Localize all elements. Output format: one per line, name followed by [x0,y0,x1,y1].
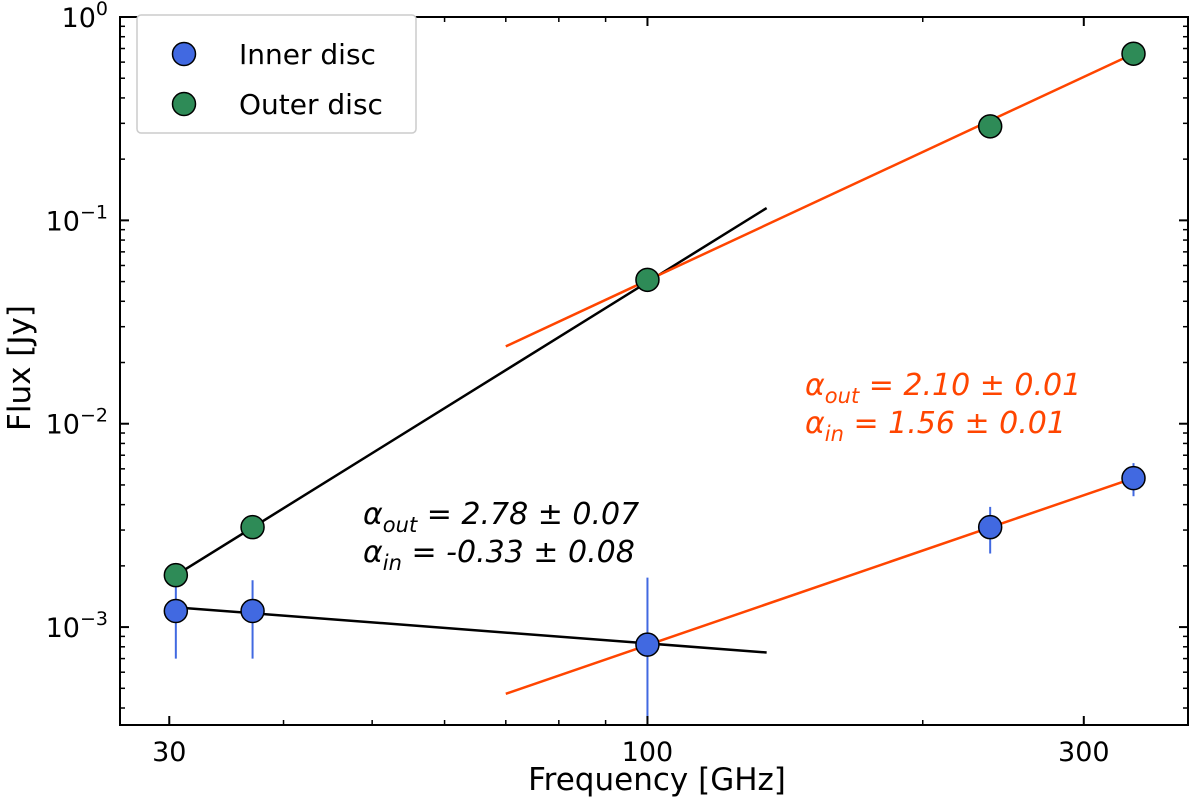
legend-label-inner-disc: Inner disc [239,38,376,71]
legend-box [136,14,417,134]
axis-ticks: 30 100 300 10−3 10−2 10−1 100 [46,0,1188,768]
outer-low-fit-line [175,206,768,577]
y-tick-label: 10−3 [46,608,108,644]
black-alpha-out-annotation: αout = 2.78 ± 0.07 [363,497,639,537]
inner-high-fit-line [505,476,1134,695]
inner-disc-point [240,598,265,624]
inner-disc-point [1121,465,1146,491]
black-alpha-in-annotation: αin = -0.33 ± 0.08 [363,535,635,575]
outer-disc-point [1121,41,1146,66]
outer-disc-point [977,114,1003,139]
inner-low-fit-line [175,606,767,654]
outer-disc-point [163,562,189,588]
x-tick-label: 100 [622,737,674,768]
inner-disc-point [635,632,660,657]
legend-marker-outer-disc [171,91,197,117]
legend-marker-inner-disc [171,41,197,67]
fit-lines [175,52,1135,695]
legend-label-outer-disc: Outer disc [239,88,383,121]
y-axis-label: Flux [Jy] [2,305,38,431]
outer-disc-point [240,514,265,540]
inner-disc-point [977,514,1003,540]
outer-disc-point [635,267,660,293]
y-tick-label: 10−2 [46,405,108,441]
x-tick-label: 300 [1058,737,1110,768]
y-tick-label: 100 [62,0,108,34]
legend: Inner disc Outer disc [136,14,417,134]
y-tick-label: 10−1 [46,201,108,237]
data-points [163,41,1146,657]
outer-high-fit-line [505,52,1135,348]
orange-alpha-in-annotation: αin = 1.56 ± 0.01 [805,406,1066,446]
error-bars [174,463,1135,720]
x-tick-label: 30 [152,737,186,768]
inner-disc-point [163,598,189,624]
x-axis-label: Frequency [GHz] [528,762,786,798]
orange-alpha-out-annotation: αout = 2.10 ± 0.01 [805,368,1081,408]
plot-frame [119,16,1189,726]
